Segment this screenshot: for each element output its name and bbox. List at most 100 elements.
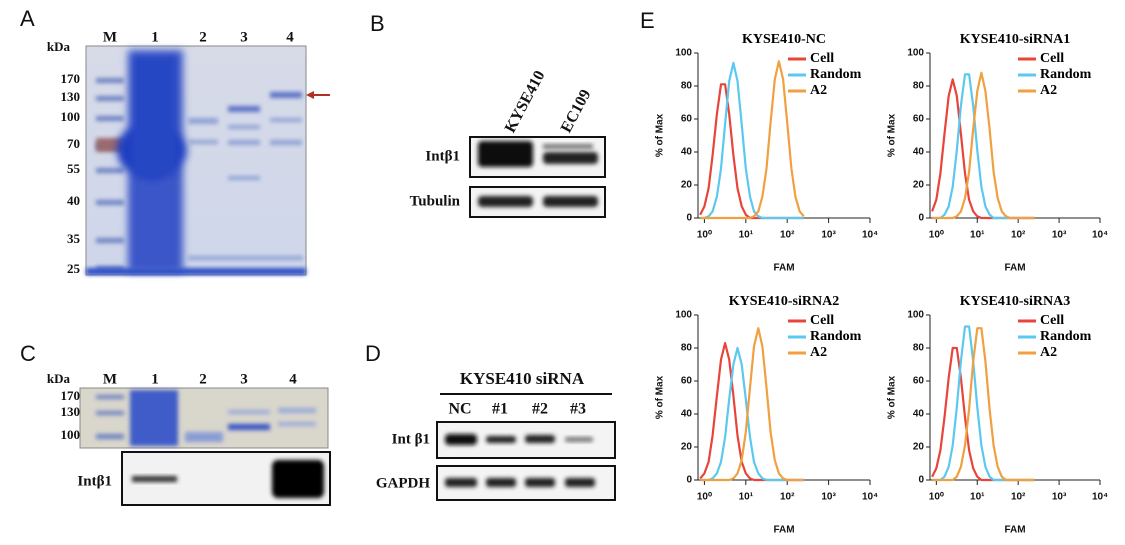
chart-title: KYSE410-NC (742, 32, 826, 47)
y-tick-label: 100 (675, 310, 692, 321)
lane-label: 1 (151, 371, 159, 387)
gel-image (85, 45, 330, 276)
y-tick-label: 0 (918, 475, 924, 486)
y-tick-label: 60 (913, 376, 925, 387)
y-tick-label: 40 (913, 409, 925, 420)
x-tick-label: 10³ (821, 230, 836, 241)
y-axis-label: % of Max (655, 375, 666, 419)
x-tick-label: 10⁰ (929, 492, 944, 503)
y-tick-label: 20 (913, 180, 925, 191)
marker-label: 40 (67, 193, 80, 208)
row-label: GAPDH (376, 475, 430, 491)
x-tick-label: 10⁰ (697, 230, 712, 241)
lane-label: 1 (151, 29, 159, 45)
y-tick-label: 0 (918, 213, 924, 224)
blot-image (436, 421, 616, 501)
marker-label: 100 (61, 427, 81, 442)
y-tick-label: 0 (686, 475, 692, 486)
lane-label: #2 (532, 401, 548, 418)
row-label: Int β1 (392, 431, 430, 447)
y-tick-label: 80 (681, 343, 693, 354)
unit-label: kDa (47, 371, 71, 386)
x-tick-label: 10⁴ (862, 230, 878, 241)
x-axis-label: FAM (1004, 525, 1025, 536)
y-axis-label: % of Max (887, 113, 898, 157)
y-tick-label: 60 (913, 114, 925, 125)
column-label: KYSE410 (502, 68, 549, 136)
y-tick-label: 20 (913, 442, 925, 453)
lane-label: 4 (289, 371, 297, 387)
unit-label: kDa (47, 39, 71, 54)
panel-letter: E (640, 8, 655, 33)
y-tick-label: 40 (681, 147, 693, 158)
y-axis-label: % of Max (655, 113, 666, 157)
marker-label: 170 (61, 388, 81, 403)
histogram-line (700, 60, 805, 220)
y-tick-label: 80 (913, 81, 925, 92)
marker-label: 130 (61, 404, 81, 419)
lane-label: 3 (240, 29, 248, 45)
row-label: Intβ1 (77, 473, 112, 489)
panel-letter: B (370, 11, 385, 36)
y-tick-label: 100 (907, 48, 924, 59)
chart-title: KYSE410-siRNA3 (960, 294, 1070, 309)
x-tick-label: 10⁴ (1092, 492, 1108, 503)
blot-image (469, 136, 606, 218)
x-tick-label: 10⁴ (862, 492, 878, 503)
y-axis-label: % of Max (887, 375, 898, 419)
y-tick-label: 100 (675, 48, 692, 59)
histogram-line (932, 73, 1035, 220)
lane-label: #3 (570, 401, 586, 418)
y-tick-label: 20 (681, 180, 693, 191)
histogram-line (700, 327, 804, 482)
lane-label: 2 (199, 29, 207, 45)
panel-letter: D (365, 341, 381, 366)
marker-label: 130 (61, 89, 81, 104)
x-tick-label: 10³ (1052, 492, 1067, 503)
legend-label: Cell (810, 313, 834, 328)
legend-label: A2 (810, 83, 827, 98)
x-tick-label: 10² (780, 230, 795, 241)
x-tick-label: 10¹ (970, 492, 985, 503)
marker-label: 25 (67, 261, 81, 276)
marker-label: 35 (67, 231, 81, 246)
histogram-line (932, 327, 1035, 482)
x-tick-label: 10² (780, 492, 795, 503)
y-tick-label: 100 (907, 310, 924, 321)
chart-title: KYSE410-siRNA1 (960, 32, 1070, 47)
lane-label: 3 (240, 371, 248, 387)
legend-label: Random (810, 67, 862, 82)
lane-label: 4 (286, 29, 294, 45)
row-label: Intβ1 (425, 148, 460, 164)
marker-label: 55 (67, 161, 81, 176)
y-tick-label: 20 (681, 442, 693, 453)
y-tick-label: 0 (686, 213, 692, 224)
chart-title: KYSE410-siRNA2 (729, 294, 839, 309)
blot-title: KYSE410 siRNA (460, 369, 585, 388)
lane-label: 2 (199, 371, 207, 387)
x-tick-label: 10³ (821, 492, 836, 503)
x-axis-label: FAM (1004, 263, 1025, 274)
panel-letter: A (20, 6, 35, 31)
legend-label: Random (1040, 67, 1092, 82)
legend-label: Cell (810, 51, 834, 66)
panel-letter: C (20, 341, 36, 366)
legend-label: Cell (1040, 313, 1064, 328)
y-tick-label: 60 (681, 114, 693, 125)
gel-image (79, 387, 331, 506)
y-tick-label: 40 (913, 147, 925, 158)
x-tick-label: 10⁰ (929, 230, 944, 241)
legend-label: A2 (810, 345, 827, 360)
x-tick-label: 10¹ (970, 230, 985, 241)
y-tick-label: 40 (681, 409, 693, 420)
x-axis-label: FAM (773, 263, 794, 274)
x-tick-label: 10² (1011, 492, 1026, 503)
legend-label: Random (810, 329, 862, 344)
histogram-line (700, 61, 804, 220)
x-tick-label: 10⁰ (697, 492, 712, 503)
histogram-line (932, 71, 1035, 220)
y-tick-label: 80 (681, 81, 693, 92)
